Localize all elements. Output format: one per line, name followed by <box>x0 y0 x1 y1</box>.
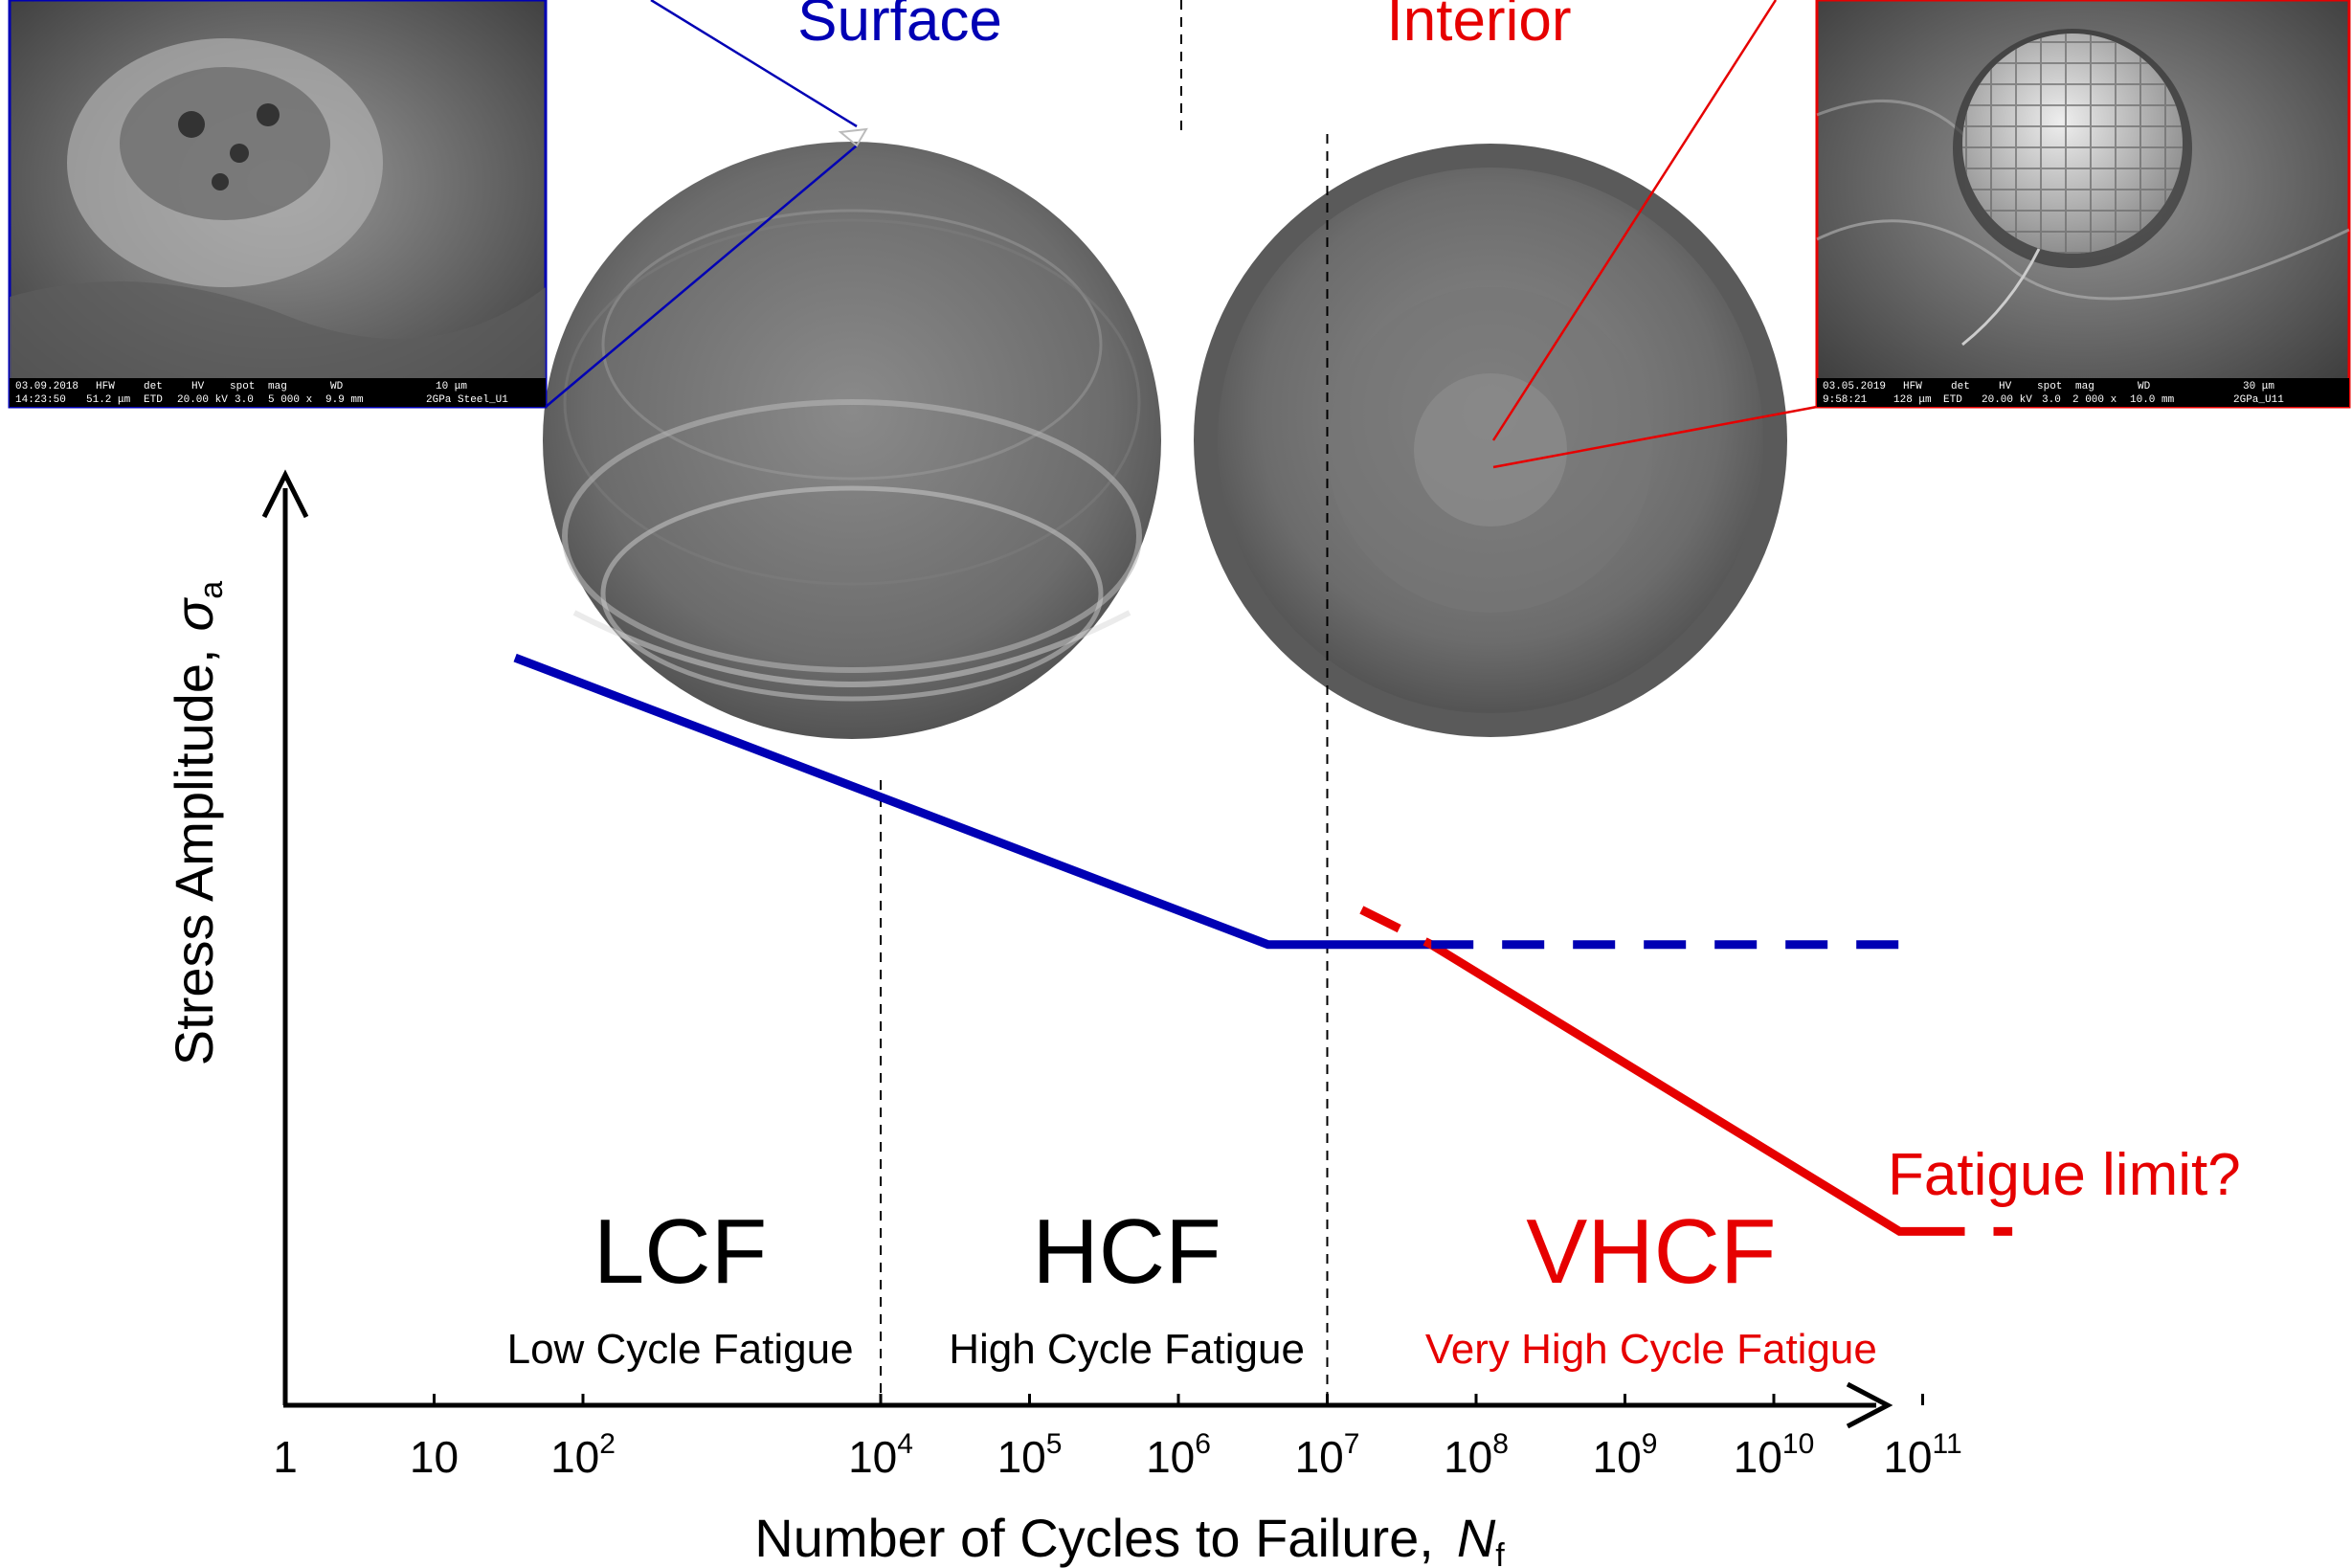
surface-title: Surface <box>797 0 1002 54</box>
surface-series-line <box>513 653 1432 950</box>
region-vhcf-abbr: VHCF <box>1526 1200 1776 1303</box>
y-axis <box>261 469 309 1405</box>
region-vhcf-full: Very High Cycle Fatigue <box>1425 1326 1877 1373</box>
x-axis-symbol: N <box>1457 1508 1496 1568</box>
interior-sem-meta: 03.05.2019 HFW det HV spot mag WD 30 μm … <box>1823 381 2284 406</box>
x-tick-label: 107 <box>1295 1428 1360 1482</box>
interior-title: Interior <box>1387 0 1572 54</box>
meta-text: ETD <box>144 394 163 406</box>
fatigue-limit-annotation: Fatigue limit? <box>1888 1142 2241 1208</box>
meta-text: 30 μm <box>2243 381 2274 392</box>
y-axis-symbol-sub: a <box>193 581 230 599</box>
meta-text: 20.00 kV <box>1982 394 2032 406</box>
meta-text: 2GPa Steel_U1 <box>426 394 508 406</box>
meta-text: WD <box>2138 381 2151 392</box>
x-tick-label: 10 <box>410 1432 459 1482</box>
meta-text: 20.00 kV <box>177 394 228 406</box>
meta-text: spot <box>230 381 255 392</box>
x-tick-label: 102 <box>550 1428 616 1482</box>
y-axis-title: Stress Amplitude, σa <box>164 581 230 1066</box>
meta-text: ETD <box>1943 394 1962 406</box>
surface-sem-inset: 03.09.2018 HFW det HV spot mag WD 10 μm … <box>8 0 548 409</box>
meta-text: HV <box>191 381 205 392</box>
region-lcf-full: Low Cycle Fatigue <box>507 1326 854 1373</box>
interior-series-dashed-start <box>1359 906 1434 949</box>
series-layer <box>513 653 2013 1236</box>
meta-text: 03.09.2018 <box>15 381 78 392</box>
interior-leader-lines <box>1491 0 1818 469</box>
meta-text: WD <box>330 381 344 392</box>
x-axis <box>283 1381 1893 1429</box>
surface-fracture-image <box>543 142 1161 739</box>
meta-text: 2 000 x <box>2072 394 2117 406</box>
y-axis-symbol: σ <box>164 596 224 631</box>
meta-text: 9:58:21 <box>1823 394 1868 406</box>
meta-text: 10 μm <box>436 381 467 392</box>
x-tick-label: 106 <box>1146 1428 1211 1482</box>
surface-sem-meta: 03.09.2018 HFW det HV spot mag WD 10 μm … <box>15 381 508 406</box>
meta-text: spot <box>2037 381 2062 392</box>
meta-text: HFW <box>1903 381 1922 392</box>
x-axis-symbol-sub: f <box>1495 1537 1505 1568</box>
meta-text: HFW <box>96 381 115 392</box>
x-tick-label: 1 <box>273 1432 298 1482</box>
meta-text: 10.0 mm <box>2130 394 2175 406</box>
y-axis-title-text: Stress Amplitude, <box>164 648 224 1065</box>
x-axis-title-text: Number of Cycles to Failure, <box>754 1508 1434 1568</box>
meta-text: 14:23:50 <box>15 394 66 406</box>
meta-text: HV <box>1999 381 2012 392</box>
meta-text: 03.05.2019 <box>1823 381 1886 392</box>
meta-text: mag <box>268 381 287 392</box>
x-axis-title: Number of Cycles to Failure, Nf <box>754 1508 1505 1568</box>
region-labels: LCF Low Cycle Fatigue HCF High Cycle Fat… <box>507 1200 1877 1373</box>
meta-text: 128 μm <box>1893 394 1932 406</box>
x-tick-label: 1011 <box>1883 1428 1961 1482</box>
interior-sem-inset: 03.05.2019 HFW det HV spot mag WD 30 μm … <box>1815 0 2351 409</box>
region-hcf-abbr: HCF <box>1032 1200 1221 1303</box>
x-tick-label: 108 <box>1444 1428 1509 1482</box>
x-tick-label: 104 <box>848 1428 913 1482</box>
region-lcf-abbr: LCF <box>594 1200 767 1303</box>
meta-text: 3.0 <box>2042 394 2061 406</box>
meta-text: 3.0 <box>235 394 254 406</box>
meta-text: 2GPa_U11 <box>2233 394 2284 406</box>
meta-text: det <box>1951 381 1970 392</box>
x-ticks: 1 10 102 104 105 106 107 108 109 1010 1011 <box>273 1394 1962 1482</box>
meta-text: 51.2 μm <box>86 394 131 406</box>
meta-text: 9.9 mm <box>325 394 364 406</box>
meta-text: det <box>144 381 163 392</box>
interior-series-line <box>1428 940 1923 1236</box>
x-tick-label: 1010 <box>1734 1428 1815 1482</box>
x-tick-label: 105 <box>997 1428 1063 1482</box>
region-dividers <box>880 134 1329 1405</box>
region-hcf-full: High Cycle Fatigue <box>949 1326 1305 1373</box>
surface-leader-lines <box>545 0 868 408</box>
x-tick-label: 109 <box>1593 1428 1658 1482</box>
meta-text: 5 000 x <box>268 394 313 406</box>
interior-fracture-image <box>1194 144 1787 737</box>
meta-text: mag <box>2075 381 2094 392</box>
